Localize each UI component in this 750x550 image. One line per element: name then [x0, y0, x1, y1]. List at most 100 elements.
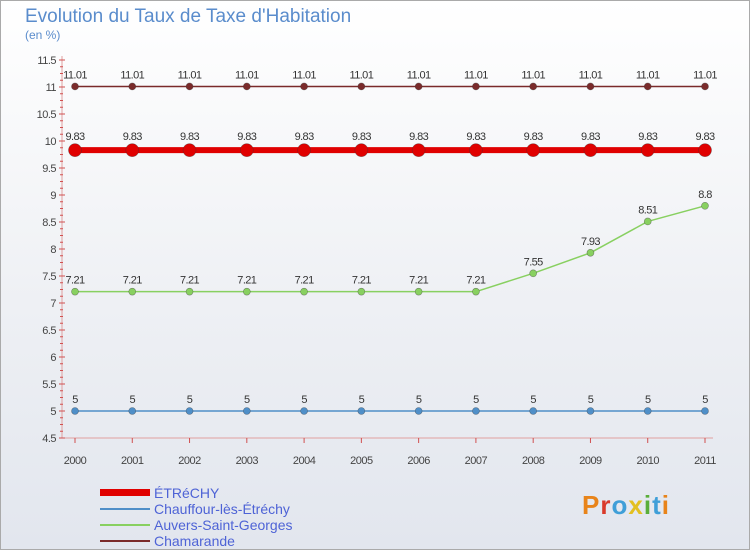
y-tick-label: 7: [50, 298, 56, 310]
data-point: [529, 269, 537, 278]
data-label: 7.21: [295, 275, 314, 287]
y-tick-label: 7.5: [42, 271, 56, 283]
x-tick-label: 2009: [579, 455, 602, 467]
logo-letter: i: [643, 490, 653, 520]
data-label: 9.83: [123, 131, 142, 143]
data-label: 9.83: [581, 131, 600, 143]
data-point: [586, 82, 595, 91]
data-point: [300, 287, 308, 296]
proxiti-logo: Proxiti: [582, 490, 670, 521]
data-point: [411, 143, 426, 157]
data-point: [185, 407, 194, 415]
data-point: [583, 143, 598, 157]
data-label: 5: [244, 394, 250, 406]
logo-letter: r: [600, 490, 612, 520]
data-label: 9.83: [237, 131, 256, 143]
logo-letter: P: [582, 490, 601, 520]
data-point: [185, 82, 194, 91]
legend-swatch: [100, 508, 150, 510]
data-point: [414, 407, 423, 415]
data-label: 5: [473, 394, 479, 406]
y-tick-label: 6.5: [42, 325, 56, 337]
data-label: 7.55: [524, 256, 543, 268]
data-label: 11.01: [693, 69, 717, 81]
logo-letter: x: [628, 490, 644, 520]
y-tick-label: 11.5: [37, 55, 56, 67]
data-label: 11.01: [63, 69, 87, 81]
data-label: 11.01: [178, 69, 202, 81]
data-label: 11.01: [464, 69, 488, 81]
data-label: 9.83: [695, 131, 714, 143]
data-label: 5: [530, 394, 536, 406]
data-point: [300, 82, 308, 91]
data-point: [472, 407, 480, 415]
data-point: [472, 82, 480, 91]
data-label: 5: [187, 394, 193, 406]
data-label: 11.01: [120, 69, 144, 81]
data-label: 5: [301, 394, 307, 406]
data-point: [414, 82, 423, 91]
data-point: [128, 82, 137, 91]
data-label: 9.83: [180, 131, 199, 143]
logo-letter: t: [652, 490, 662, 520]
legend-label: Chamarande: [154, 533, 235, 549]
x-tick-label: 2007: [465, 455, 488, 467]
data-label: 7.21: [352, 275, 371, 287]
logo-letter: o: [611, 490, 629, 520]
data-point: [128, 287, 137, 296]
data-point: [414, 287, 423, 296]
y-tick-label: 10: [45, 136, 57, 148]
data-label: 11.01: [579, 69, 603, 81]
data-label: 7.21: [466, 275, 485, 287]
data-label: 5: [588, 394, 594, 406]
data-point: [357, 82, 366, 91]
data-point: [297, 143, 311, 157]
data-point: [243, 82, 251, 91]
data-point: [701, 202, 709, 210]
legend-label: Chauffour-lès-Étréchy: [154, 501, 290, 517]
data-label: 7.21: [180, 275, 199, 287]
x-tick-label: 2001: [121, 455, 144, 467]
data-label: 7.21: [237, 275, 256, 287]
data-point: [243, 407, 251, 415]
y-tick-label: 11: [46, 82, 57, 94]
data-point: [243, 287, 251, 296]
x-tick-label: 2005: [350, 455, 373, 467]
data-point: [643, 407, 652, 415]
data-label: 9.83: [295, 131, 314, 143]
data-label: 11.01: [521, 69, 545, 81]
data-point: [354, 143, 369, 157]
data-point: [640, 143, 655, 157]
data-label: 11.01: [235, 69, 259, 81]
data-point: [643, 82, 652, 91]
data-label: 7.21: [65, 275, 84, 287]
data-label: 5: [72, 394, 78, 406]
y-tick-label: 9: [50, 190, 56, 202]
data-point: [68, 143, 82, 157]
series-line: [75, 205, 706, 293]
data-point: [71, 407, 79, 415]
y-tick-label: 5: [50, 406, 56, 418]
data-label: 9.83: [409, 131, 428, 143]
data-label: 8.51: [638, 204, 657, 216]
x-tick-label: 2002: [178, 455, 201, 467]
data-point: [472, 287, 480, 296]
data-point: [182, 143, 197, 157]
data-point: [125, 143, 140, 157]
data-point: [701, 407, 709, 415]
data-label: 11.01: [292, 69, 316, 81]
data-label: 11.01: [350, 69, 374, 81]
chart-title: Evolution du Taux de Taxe d'Habitation: [25, 6, 352, 27]
y-tick-label: 9.5: [42, 163, 56, 175]
data-label: 9.83: [524, 131, 543, 143]
data-point: [128, 407, 137, 415]
data-point: [526, 143, 540, 157]
data-point: [240, 143, 254, 157]
x-tick-label: 2003: [236, 455, 259, 467]
legend-swatch: [100, 524, 150, 526]
y-tick-label: 10.5: [37, 109, 57, 121]
y-tick-label: 8: [50, 244, 56, 256]
data-point: [357, 287, 366, 296]
